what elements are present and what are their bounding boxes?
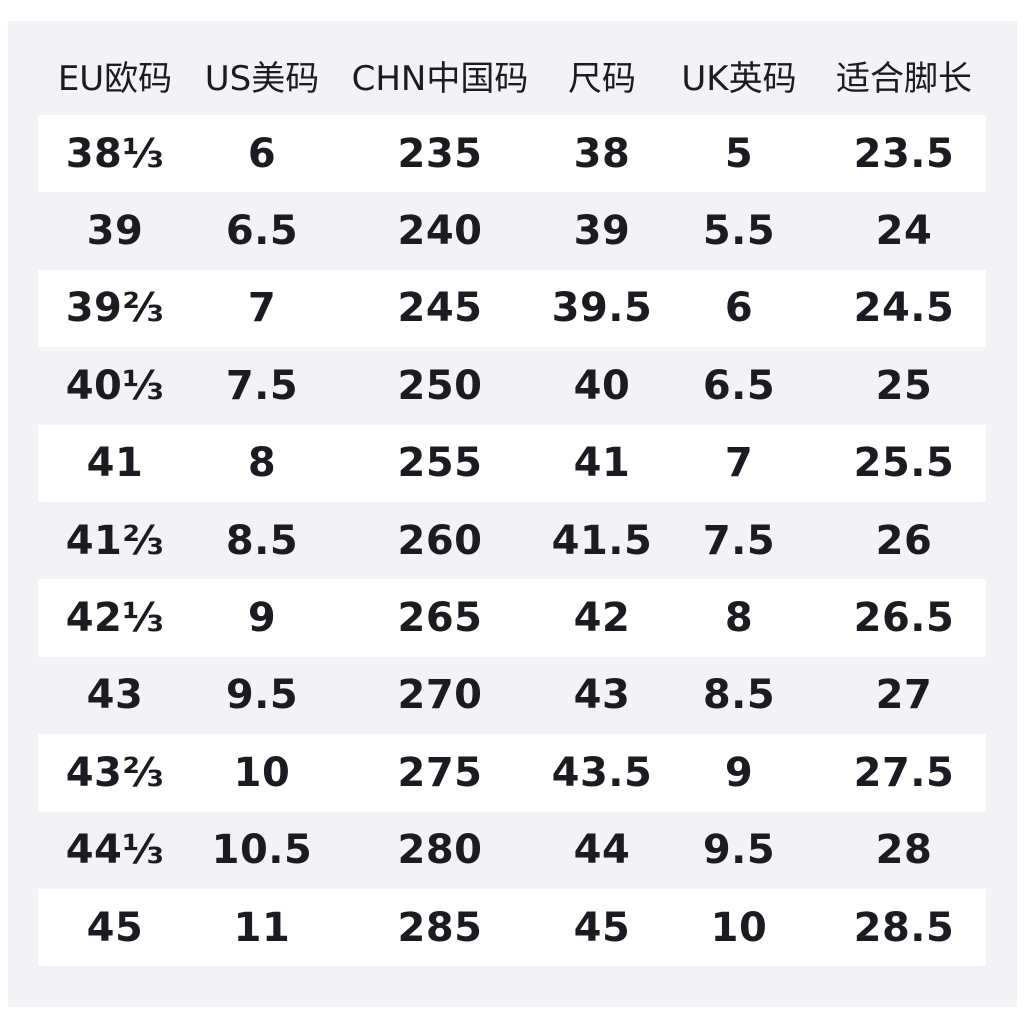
table-row: 41⅔ 8.5 260 41.5 7.5 26 bbox=[38, 502, 986, 579]
table-cell: 41 bbox=[573, 440, 631, 487]
table-row: 38⅓ 6 235 38 5 23.5 bbox=[38, 115, 986, 193]
table-cell: 27 bbox=[875, 672, 933, 719]
table-row: 44⅓ 10.5 280 44 9.5 28 bbox=[38, 812, 986, 889]
table-cell: 27.5 bbox=[853, 749, 955, 796]
table-cell: 28.5 bbox=[853, 904, 955, 951]
table-cell: 43 bbox=[86, 672, 144, 719]
table-cell: 39.5 bbox=[551, 285, 653, 332]
size-chart-panel: EU欧码 US美码 CHN中国码 尺码 UK英码 适合脚长 38⅓ 6 235 38 5… bbox=[8, 21, 1017, 1007]
table-cell: 38⅓ bbox=[65, 130, 165, 177]
table-cell: 43⅔ bbox=[65, 749, 165, 796]
table-cell: 25.5 bbox=[853, 440, 955, 487]
header-size: 尺码 bbox=[568, 58, 636, 99]
table-cell: 26 bbox=[875, 517, 933, 564]
table-cell: 9 bbox=[247, 595, 277, 642]
header-chn-size: CHN中国码 bbox=[351, 58, 529, 99]
table-cell: 245 bbox=[397, 285, 483, 332]
table-cell: 7 bbox=[247, 285, 277, 332]
table-cell: 9.5 bbox=[702, 827, 776, 874]
table-row: 43 9.5 270 43 8.5 27 bbox=[38, 657, 986, 734]
header-foot-length: 适合脚长 bbox=[836, 58, 972, 99]
table-cell: 270 bbox=[397, 672, 483, 719]
table-cell: 250 bbox=[397, 362, 483, 409]
table-cell: 39⅔ bbox=[65, 285, 165, 332]
table-cell: 240 bbox=[397, 208, 483, 255]
table-cell: 41.5 bbox=[551, 517, 653, 564]
table-row: 39⅔ 7 245 39.5 6 24.5 bbox=[38, 269, 986, 348]
table-cell: 8 bbox=[247, 440, 277, 487]
table-cell: 275 bbox=[397, 749, 483, 796]
table-cell: 40 bbox=[573, 362, 631, 409]
table-row: 42⅓ 9 265 42 8 26.5 bbox=[38, 579, 986, 657]
table-cell: 7 bbox=[724, 440, 754, 487]
table-cell: 6 bbox=[247, 130, 277, 177]
table-cell: 24.5 bbox=[853, 285, 955, 332]
header-us-size: US美码 bbox=[204, 58, 320, 99]
table-cell: 9 bbox=[724, 749, 754, 796]
table-cell: 6.5 bbox=[225, 208, 299, 255]
table-cell: 260 bbox=[397, 517, 483, 564]
table-cell: 8 bbox=[724, 595, 754, 642]
table-row: 39 6.5 240 39 5.5 24 bbox=[38, 192, 986, 269]
table-cell: 25 bbox=[875, 362, 933, 409]
table-cell: 42⅓ bbox=[65, 595, 165, 642]
table-cell: 44⅓ bbox=[65, 827, 165, 874]
table-row: 43⅔ 10 275 43.5 9 27.5 bbox=[38, 734, 986, 812]
table-row: 40⅓ 7.5 250 40 6.5 25 bbox=[38, 347, 986, 424]
table-cell: 6.5 bbox=[702, 362, 776, 409]
table-cell: 10 bbox=[710, 904, 768, 951]
table-cell: 265 bbox=[397, 595, 483, 642]
table-cell: 39 bbox=[573, 208, 631, 255]
table-cell: 39 bbox=[86, 208, 144, 255]
table-cell: 7.5 bbox=[702, 517, 776, 564]
table-cell: 235 bbox=[397, 130, 483, 177]
table-cell: 23.5 bbox=[853, 130, 955, 177]
table-cell: 280 bbox=[397, 827, 483, 874]
table-cell: 6 bbox=[724, 285, 754, 332]
table-cell: 5 bbox=[724, 130, 754, 177]
table-cell: 44 bbox=[573, 827, 631, 874]
header-uk-size: UK英码 bbox=[681, 58, 797, 99]
table-cell: 11 bbox=[233, 904, 291, 951]
table-cell: 38 bbox=[573, 130, 631, 177]
table-cell: 7.5 bbox=[225, 362, 299, 409]
table-cell: 28 bbox=[875, 827, 933, 874]
table-row: 45 11 285 45 10 28.5 bbox=[38, 888, 986, 967]
table-cell: 8.5 bbox=[702, 672, 776, 719]
size-table-header-row: EU欧码 US美码 CHN中国码 尺码 UK英码 适合脚长 bbox=[38, 21, 986, 115]
table-cell: 45 bbox=[86, 904, 144, 951]
table-cell: 5.5 bbox=[702, 208, 776, 255]
table-cell: 43 bbox=[573, 672, 631, 719]
table-cell: 40⅓ bbox=[65, 362, 165, 409]
table-cell: 26.5 bbox=[853, 595, 955, 642]
table-cell: 41 bbox=[86, 440, 144, 487]
table-cell: 9.5 bbox=[225, 672, 299, 719]
table-cell: 24 bbox=[875, 208, 933, 255]
table-cell: 10.5 bbox=[211, 827, 313, 874]
table-cell: 285 bbox=[397, 904, 483, 951]
table-cell: 42 bbox=[573, 595, 631, 642]
size-table-body: 38⅓ 6 235 38 5 23.5 39 6.5 240 39 5.5 24 39⅔ 7 245 39.5… bbox=[38, 115, 986, 967]
table-cell: 8.5 bbox=[225, 517, 299, 564]
table-row: 41 8 255 41 7 25.5 bbox=[38, 424, 986, 502]
table-cell: 41⅔ bbox=[65, 517, 165, 564]
table-cell: 255 bbox=[397, 440, 483, 487]
table-cell: 10 bbox=[233, 749, 291, 796]
header-eu-size: EU欧码 bbox=[57, 58, 173, 99]
table-cell: 45 bbox=[573, 904, 631, 951]
table-cell: 43.5 bbox=[551, 749, 653, 796]
